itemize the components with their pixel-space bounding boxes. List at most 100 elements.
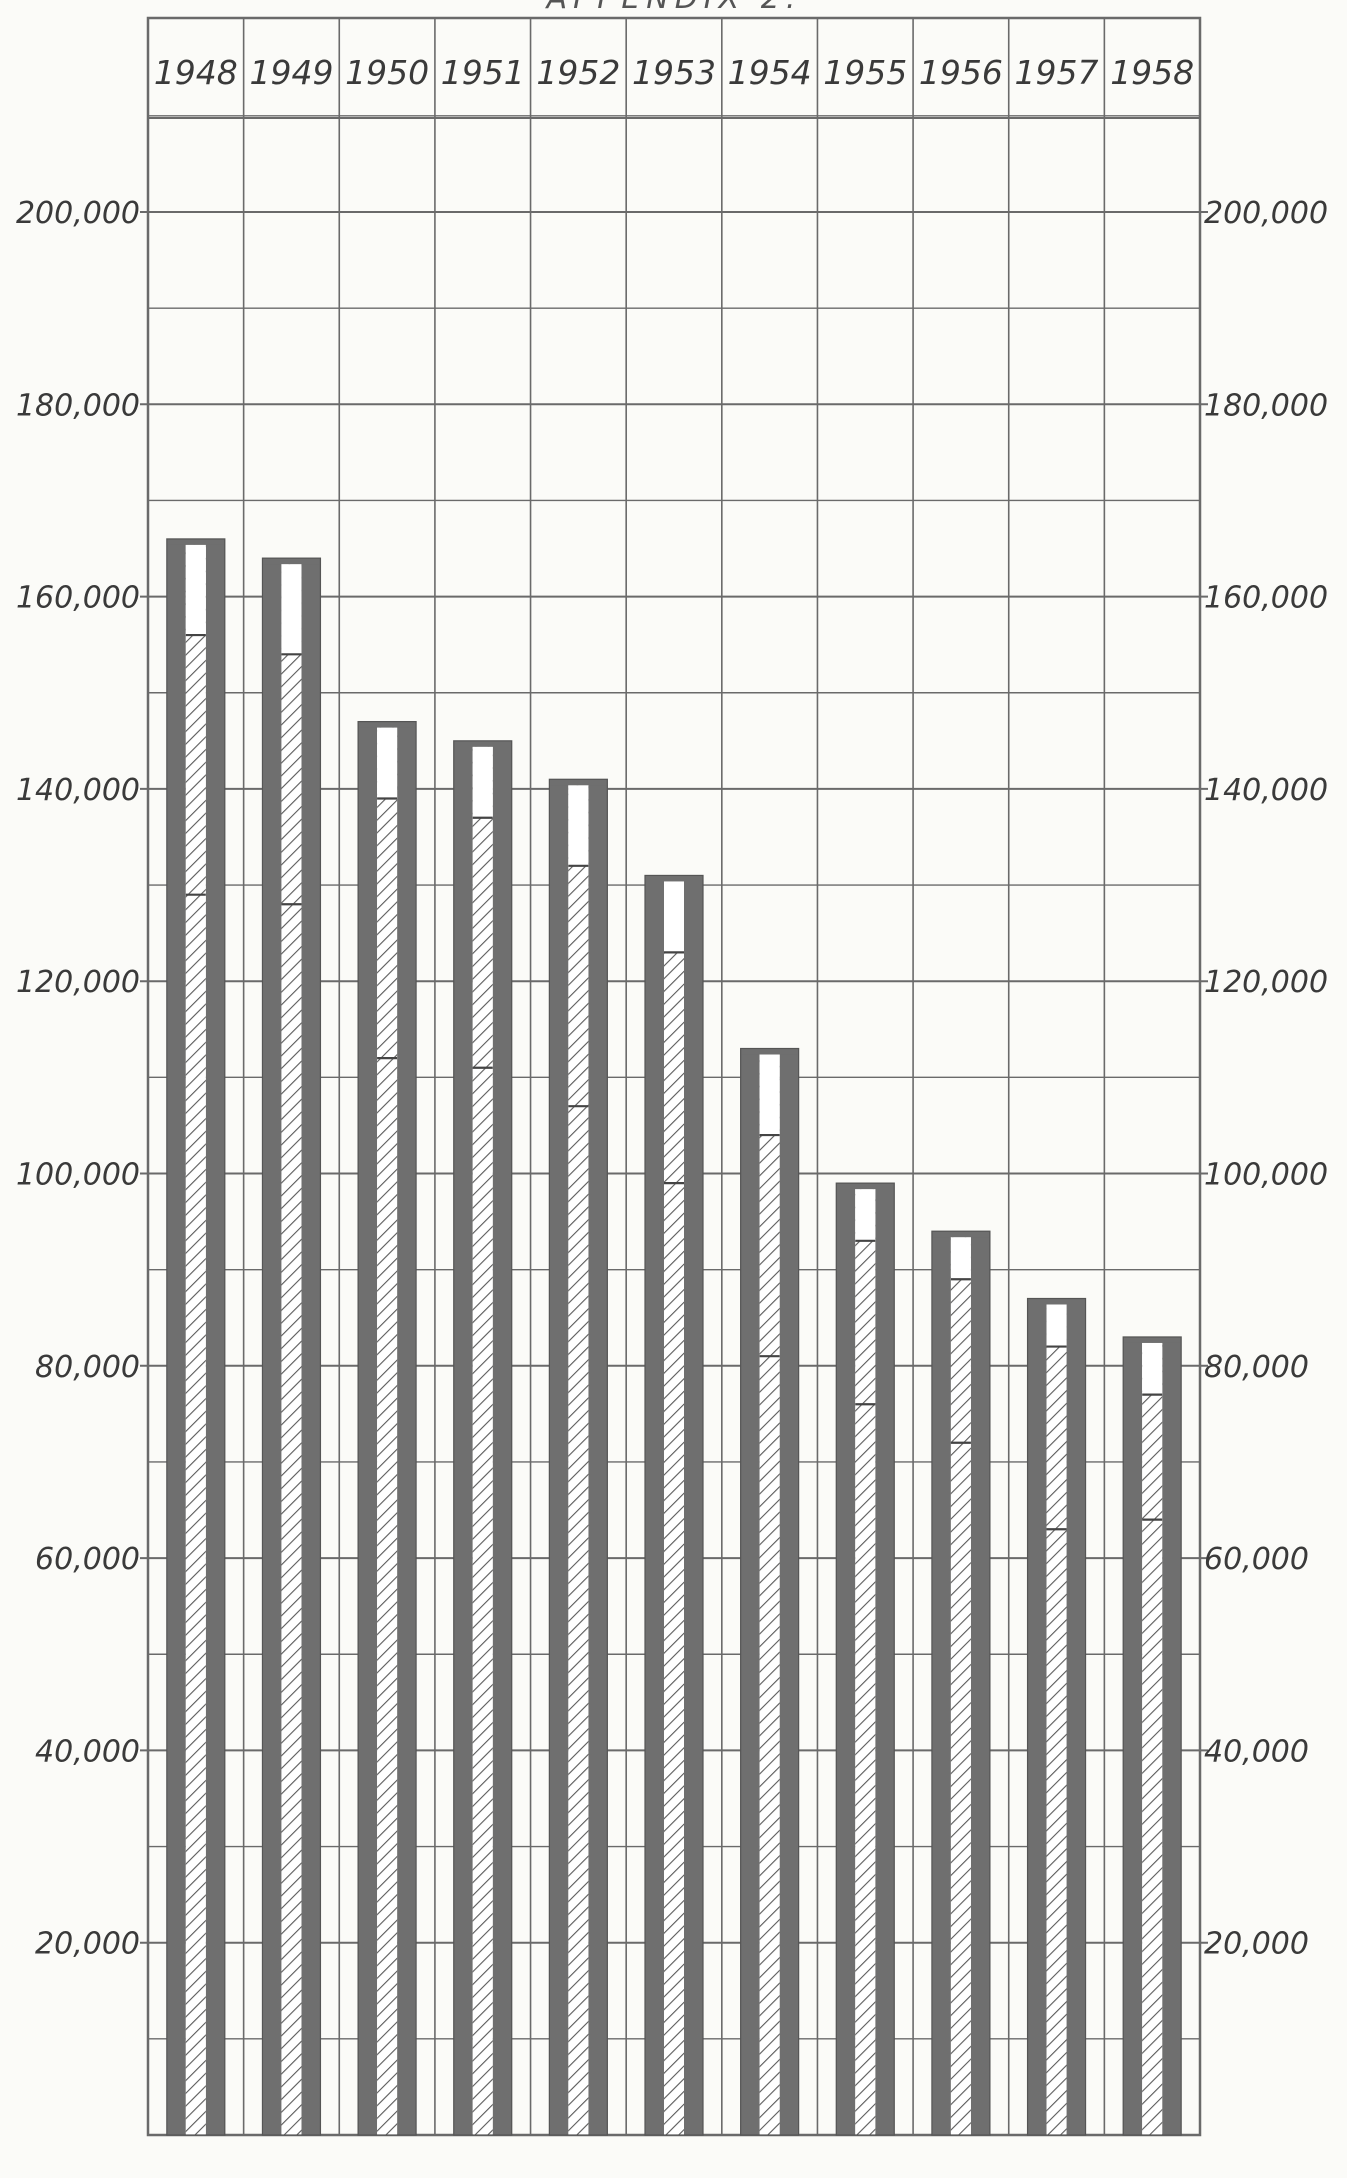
chart-title: APPENDIX 2. — [545, 0, 802, 16]
y-tick-right: 120,000 — [1204, 965, 1328, 1000]
y-tick-left: 140,000 — [16, 773, 140, 808]
bar-outline — [166, 538, 226, 2136]
bar-cap — [166, 538, 225, 545]
bar-1948 — [166, 538, 226, 2136]
bar-1951 — [453, 740, 513, 2136]
bar-right-strip — [492, 740, 512, 2136]
y-tick-left: 20,000 — [35, 1927, 140, 1962]
bar-outline — [644, 874, 704, 2136]
y-tick-left: 200,000 — [16, 196, 140, 231]
bar-left-strip — [836, 1183, 856, 2135]
year-label-1948: 1948 — [154, 53, 238, 92]
y-tick-left: 60,000 — [35, 1542, 140, 1577]
y-tick-left: 80,000 — [35, 1350, 140, 1385]
bar-cap — [836, 1183, 895, 1190]
bar-open-segment — [855, 1189, 876, 1241]
bar-right-strip — [1162, 1336, 1182, 2135]
bar-open-segment — [472, 746, 493, 818]
y-tick-left: 120,000 — [16, 965, 140, 1000]
y-tick-right: 60,000 — [1204, 1542, 1309, 1577]
bar-outline — [357, 720, 417, 2136]
bar-hatched-core — [472, 746, 493, 2136]
y-tick-left: 40,000 — [35, 1734, 140, 1769]
bar-cap — [931, 1231, 990, 1238]
bar-open-segment — [664, 881, 684, 953]
y-tick-left: 100,000 — [16, 1158, 140, 1193]
year-label-1958: 1958 — [1110, 53, 1194, 92]
bar-1955 — [835, 1182, 895, 2136]
y-tick-right: 100,000 — [1204, 1158, 1328, 1193]
year-label-1952: 1952 — [536, 53, 620, 92]
bar-left-strip — [453, 740, 473, 2136]
y-tick-right: 160,000 — [1204, 581, 1328, 616]
bar-1958 — [1122, 1336, 1182, 2136]
bar-hatched-core — [185, 544, 206, 2136]
y-tick-right: 140,000 — [1204, 773, 1328, 808]
bar-cap — [740, 1048, 799, 1055]
y-tick-left: 180,000 — [16, 388, 140, 423]
bar-outline — [548, 778, 608, 2136]
bar-left-strip — [1027, 1298, 1047, 2135]
bar-outline — [261, 557, 322, 2136]
bar-open-segment — [377, 727, 398, 799]
bar-1950 — [357, 720, 417, 2136]
bar-outline — [835, 1182, 895, 2136]
bar-left-strip — [262, 558, 282, 2135]
bar-right-strip — [301, 558, 321, 2135]
bar-left-strip — [931, 1231, 951, 2135]
bar-1957 — [1026, 1297, 1087, 2136]
year-label-1955: 1955 — [823, 53, 907, 92]
bar-cap — [1123, 1336, 1182, 1343]
y-tick-right: 200,000 — [1204, 196, 1328, 231]
y-tick-right: 180,000 — [1204, 388, 1328, 423]
year-label-1951: 1951 — [441, 53, 525, 92]
year-label-1956: 1956 — [919, 53, 1003, 92]
bar-1949 — [261, 557, 322, 2136]
bar-outline — [453, 740, 513, 2136]
bar-hatched-core — [568, 785, 589, 2136]
bar-1956 — [931, 1230, 991, 2136]
bar-open-segment — [950, 1237, 971, 1280]
bar-outline — [1122, 1336, 1182, 2136]
year-label-1949: 1949 — [249, 53, 333, 92]
bar-hatched-core — [855, 1189, 876, 2135]
year-label-1957: 1957 — [1015, 53, 1099, 92]
bar-outline — [931, 1230, 991, 2136]
bar-cap — [358, 721, 417, 728]
y-tick-right: 80,000 — [1204, 1350, 1309, 1385]
bar-left-strip — [358, 721, 378, 2135]
bar-hatched-core — [759, 1054, 780, 2135]
bar-1954 — [740, 1047, 800, 2136]
bar-hatched-core — [1046, 1304, 1067, 2135]
bar-outline — [1026, 1297, 1087, 2136]
bar-open-segment — [759, 1054, 780, 1136]
bar-hatched-core — [1142, 1342, 1163, 2135]
bar-right-strip — [1066, 1298, 1086, 2135]
bar-left-strip — [166, 538, 186, 2136]
bar-open-segment — [1046, 1304, 1067, 1347]
bar-right-strip — [875, 1183, 895, 2135]
bar-outline — [740, 1047, 800, 2136]
bar-cap — [262, 558, 321, 565]
bar-hatched-core — [664, 881, 684, 2135]
bar-hatched-core — [950, 1237, 971, 2135]
bar-right-strip — [970, 1231, 990, 2135]
bar-left-strip — [549, 779, 569, 2136]
bar-open-segment — [185, 544, 206, 636]
bar-hatched-core — [281, 564, 302, 2135]
bar-cap — [549, 779, 608, 786]
year-label-1950: 1950 — [345, 53, 429, 92]
bar-cap — [453, 740, 512, 747]
y-tick-right: 20,000 — [1204, 1927, 1309, 1962]
bar-cap — [1027, 1298, 1086, 1305]
y-tick-right: 40,000 — [1204, 1734, 1309, 1769]
bar-right-strip — [205, 538, 225, 2136]
bar-open-segment — [568, 785, 589, 866]
bar-left-strip — [740, 1048, 760, 2135]
y-tick-left: 160,000 — [16, 581, 140, 616]
bar-1953 — [644, 874, 704, 2136]
bar-hatched-core — [377, 727, 398, 2135]
bar-left-strip — [645, 875, 664, 2135]
bar-left-strip — [1123, 1336, 1143, 2135]
